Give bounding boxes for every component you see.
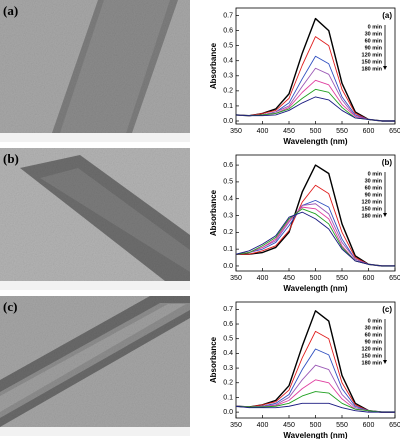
y-tick-label: 0.2 bbox=[223, 380, 233, 387]
y-tick-label: 0.5 bbox=[223, 43, 233, 50]
series-line bbox=[235, 402, 395, 413]
y-tick-label: 0.2 bbox=[223, 88, 233, 95]
series-line bbox=[235, 391, 395, 413]
tem-image-a bbox=[0, 0, 190, 133]
x-tick-label: 450 bbox=[283, 275, 295, 282]
scale-strip bbox=[0, 427, 190, 436]
x-tick-label: 550 bbox=[336, 128, 348, 135]
x-tick-label: 500 bbox=[310, 422, 322, 429]
legend-entry: 120 min bbox=[362, 52, 383, 58]
image-label: (a) bbox=[3, 3, 18, 18]
x-tick-label: 600 bbox=[363, 422, 375, 429]
y-tick-label: 0.1 bbox=[223, 394, 233, 401]
x-tick-label: 400 bbox=[257, 275, 269, 282]
y-tick-label: 0.0 bbox=[223, 263, 233, 270]
x-tick-label: 350 bbox=[230, 128, 242, 135]
scale-strip bbox=[0, 281, 190, 290]
x-tick-label: 550 bbox=[336, 422, 348, 429]
series-line bbox=[235, 67, 395, 122]
x-tick-label: 650 bbox=[389, 128, 400, 135]
x-tick-label: 500 bbox=[310, 128, 322, 135]
legend-entry: 180 min bbox=[362, 360, 383, 366]
legend-entry: 180 min bbox=[362, 66, 383, 72]
legend-entry: 60 min bbox=[365, 332, 383, 338]
y-tick-label: 0.1 bbox=[223, 103, 233, 110]
image-label: (c) bbox=[3, 299, 17, 314]
legend-arrowhead bbox=[383, 360, 387, 364]
y-tick-label: 0.1 bbox=[223, 246, 233, 253]
y-tick-label: 0.3 bbox=[223, 73, 233, 80]
legend-entry: 30 min bbox=[365, 31, 383, 37]
x-tick-label: 650 bbox=[389, 422, 400, 429]
legend-arrowhead bbox=[383, 66, 387, 70]
legend-entry: 30 min bbox=[365, 325, 383, 331]
y-tick-label: 0.0 bbox=[223, 118, 233, 125]
y-tick-label: 0.3 bbox=[223, 365, 233, 372]
legend-entry: 0 min bbox=[368, 24, 383, 30]
x-axis-label: Wavelength (nm) bbox=[283, 137, 347, 146]
y-tick-label: 0.6 bbox=[223, 162, 233, 169]
series-line bbox=[235, 88, 395, 122]
y-tick-label: 0.6 bbox=[223, 27, 233, 34]
legend-entry: 90 min bbox=[365, 192, 383, 198]
y-tick-label: 0.4 bbox=[223, 58, 233, 65]
y-tick-label: 0.6 bbox=[223, 321, 233, 328]
x-tick-label: 650 bbox=[389, 275, 400, 282]
y-axis-label: Absorbance bbox=[209, 42, 218, 89]
legend-entry: 30 min bbox=[365, 178, 383, 184]
legend-entry: 0 min bbox=[368, 171, 383, 177]
legend-entry: 90 min bbox=[365, 45, 383, 51]
legend-entry: 150 min bbox=[362, 353, 383, 359]
tem-image-b bbox=[0, 148, 190, 281]
x-tick-label: 350 bbox=[230, 275, 242, 282]
legend-entry: 120 min bbox=[362, 199, 383, 205]
y-tick-label: 0.2 bbox=[223, 229, 233, 236]
y-tick-label: 0.3 bbox=[223, 212, 233, 219]
legend-entry: 90 min bbox=[365, 339, 383, 345]
legend-arrowhead bbox=[383, 213, 387, 217]
y-tick-label: 0.5 bbox=[223, 336, 233, 343]
x-tick-label: 450 bbox=[283, 422, 295, 429]
x-tick-label: 400 bbox=[257, 422, 269, 429]
x-tick-label: 500 bbox=[310, 275, 322, 282]
panel-label: (a) bbox=[382, 11, 392, 20]
legend-entry: 120 min bbox=[362, 346, 383, 352]
x-tick-label: 600 bbox=[363, 128, 375, 135]
x-tick-label: 350 bbox=[230, 422, 242, 429]
image-label: (b) bbox=[3, 151, 19, 166]
legend-entry: 0 min bbox=[368, 318, 383, 324]
x-tick-label: 600 bbox=[363, 275, 375, 282]
series-line bbox=[235, 96, 395, 122]
panel-label: (b) bbox=[382, 158, 393, 167]
x-tick-label: 550 bbox=[336, 275, 348, 282]
x-tick-label: 400 bbox=[257, 128, 269, 135]
y-tick-label: 0.5 bbox=[223, 179, 233, 186]
legend-entry: 150 min bbox=[362, 59, 383, 65]
y-axis-label: Absorbance bbox=[209, 189, 218, 236]
x-tick-label: 450 bbox=[283, 128, 295, 135]
y-tick-label: 0.0 bbox=[223, 409, 233, 416]
legend-entry: 180 min bbox=[362, 213, 383, 219]
y-tick-label: 0.7 bbox=[223, 306, 233, 313]
legend-entry: 60 min bbox=[365, 38, 383, 44]
legend-entry: 60 min bbox=[365, 185, 383, 191]
y-axis-label: Absorbance bbox=[209, 336, 218, 383]
series-line bbox=[235, 211, 395, 267]
y-tick-label: 0.4 bbox=[223, 196, 233, 203]
x-axis-label: Wavelength (nm) bbox=[283, 431, 347, 439]
y-tick-label: 0.7 bbox=[223, 12, 233, 19]
y-tick-label: 0.4 bbox=[223, 350, 233, 357]
panel-label: (c) bbox=[382, 305, 392, 314]
x-axis-label: Wavelength (nm) bbox=[283, 284, 347, 293]
tem-image-c bbox=[0, 296, 190, 427]
legend-entry: 150 min bbox=[362, 206, 383, 212]
scale-strip bbox=[0, 133, 190, 142]
